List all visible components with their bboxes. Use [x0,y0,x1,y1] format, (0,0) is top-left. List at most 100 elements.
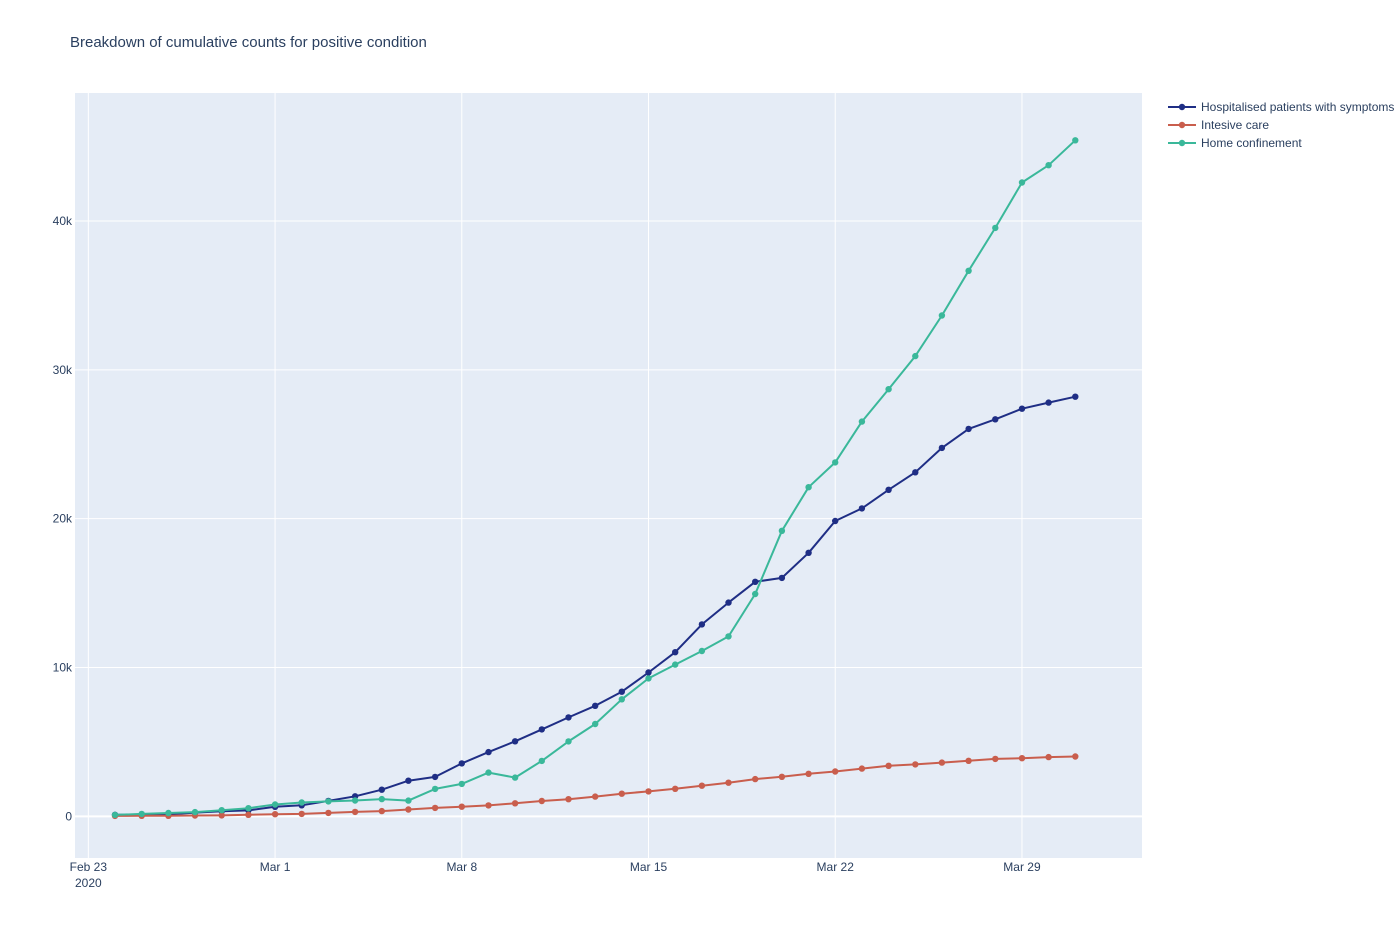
data-point[interactable] [592,720,599,728]
data-point[interactable] [138,810,145,818]
data-point[interactable] [458,803,465,810]
data-point[interactable] [378,786,385,793]
data-point[interactable] [645,788,652,795]
data-point[interactable] [965,425,972,433]
data-point[interactable] [912,761,919,768]
data-point[interactable] [992,224,999,232]
data-point[interactable] [538,757,545,765]
data-point[interactable] [485,769,492,776]
data-point[interactable] [992,755,999,763]
data-point[interactable] [271,801,279,808]
data-point[interactable] [405,797,412,804]
data-point[interactable] [938,759,946,766]
data-point[interactable] [431,773,439,781]
data-point[interactable] [1072,137,1079,144]
data-point[interactable] [912,469,919,476]
data-point[interactable] [511,800,519,807]
data-point[interactable] [965,267,972,274]
data-point[interactable] [752,775,759,783]
data-point[interactable] [1018,755,1026,762]
data-point[interactable] [752,578,759,585]
data-point[interactable] [298,810,305,818]
data-point[interactable] [565,714,572,721]
data-point[interactable] [858,505,866,512]
data-point[interactable] [672,785,679,792]
data-point[interactable] [672,661,679,668]
data-point[interactable] [565,796,572,803]
data-point[interactable] [405,777,412,784]
data-point[interactable] [778,574,786,582]
data-point[interactable] [885,386,892,393]
data-point[interactable] [752,590,759,598]
data-point[interactable] [832,459,839,466]
data-point[interactable] [645,675,652,682]
data-point[interactable] [858,765,866,772]
data-point[interactable] [645,669,652,676]
data-point[interactable] [431,785,439,793]
data-point[interactable] [912,352,919,360]
data-point[interactable] [511,774,519,781]
data-point[interactable] [378,795,385,803]
data-point[interactable] [1045,162,1052,169]
data-point[interactable] [538,797,545,805]
data-point[interactable] [778,527,786,534]
data-point[interactable] [1072,393,1079,400]
legend-item[interactable]: Hospitalised patients with symptoms [1168,100,1394,114]
data-point[interactable] [885,486,892,493]
data-point[interactable] [218,812,225,819]
data-point[interactable] [698,782,706,789]
data-point[interactable] [245,805,252,812]
data-point[interactable] [271,811,279,818]
data-point[interactable] [618,688,625,695]
data-point[interactable] [298,799,305,806]
data-point[interactable] [938,444,946,452]
data-point[interactable] [1018,179,1026,186]
data-point[interactable] [565,738,572,745]
data-point[interactable] [245,811,252,818]
data-point[interactable] [325,809,332,817]
data-point[interactable] [1018,405,1026,412]
data-point[interactable] [325,798,332,805]
legend-item[interactable]: Home confinement [1168,136,1302,150]
legend[interactable]: Hospitalised patients with symptoms Intes… [1168,100,1394,150]
data-point[interactable] [992,416,999,423]
data-point[interactable] [431,804,439,812]
data-point[interactable] [698,647,706,655]
data-point[interactable] [805,549,812,556]
data-point[interactable] [592,702,599,709]
data-point[interactable] [538,726,545,733]
legend-item[interactable]: Intesive care [1168,118,1269,132]
data-point[interactable] [1072,753,1079,760]
data-point[interactable] [805,484,812,491]
data-point[interactable] [378,807,385,815]
data-point[interactable] [965,757,972,764]
data-point[interactable] [805,770,812,777]
data-point[interactable] [485,802,492,809]
data-point[interactable] [218,807,225,814]
data-point[interactable] [672,649,679,656]
data-point[interactable] [191,808,199,816]
data-point[interactable] [938,312,946,319]
data-point[interactable] [511,738,519,745]
data-point[interactable] [1045,753,1052,761]
data-point[interactable] [405,806,412,813]
data-point[interactable] [458,780,465,788]
data-point[interactable] [858,418,866,425]
data-point[interactable] [165,809,172,817]
data-point[interactable] [485,748,492,756]
data-point[interactable] [351,808,359,816]
data-point[interactable] [618,790,625,797]
data-point[interactable] [592,793,599,800]
data-point[interactable] [1045,399,1052,406]
data-point[interactable] [698,621,706,628]
data-point[interactable] [885,762,892,769]
data-point[interactable] [725,779,732,786]
data-point[interactable] [111,811,119,819]
data-point[interactable] [351,797,359,804]
data-point[interactable] [725,633,732,640]
data-point[interactable] [458,760,465,767]
data-point[interactable] [832,517,839,525]
data-point[interactable] [725,599,732,606]
data-point[interactable] [618,696,625,703]
data-point[interactable] [832,768,839,775]
